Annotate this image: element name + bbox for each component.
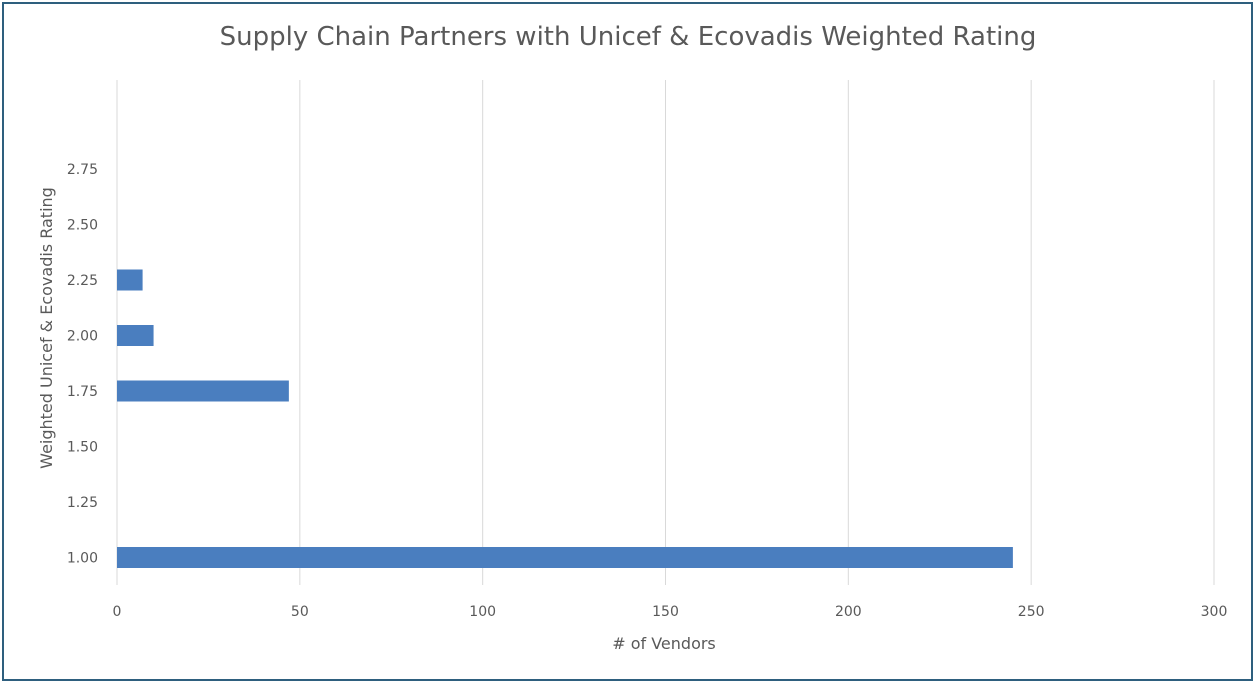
- bar: [117, 380, 289, 402]
- x-tick-label: 150: [652, 604, 679, 620]
- y-tick-label: 1.50: [67, 440, 98, 456]
- bar: [117, 325, 154, 346]
- x-tick-label: 250: [1018, 604, 1045, 620]
- bar: [117, 547, 1013, 568]
- chart-title: Supply Chain Partners with Unicef & Ecov…: [220, 22, 1037, 52]
- x-axis-ticks: 0 50 100 150 200 250 300: [113, 604, 1228, 620]
- y-tick-label: 1.75: [67, 384, 98, 400]
- y-tick-label: 2.75: [67, 162, 98, 178]
- x-axis-title: # of Vendors: [612, 634, 716, 653]
- gridlines: [116, 80, 1215, 585]
- x-tick-label: 100: [469, 604, 496, 620]
- x-tick-label: 50: [291, 604, 309, 620]
- y-tick-label: 1.00: [67, 551, 98, 567]
- x-tick-label: 300: [1201, 604, 1228, 620]
- y-tick-label: 2.25: [67, 273, 98, 289]
- y-axis-title: Weighted Unicef & Ecovadis Rating: [37, 187, 56, 469]
- bar: [117, 269, 143, 291]
- bars: [117, 269, 1013, 568]
- y-tick-label: 1.25: [67, 495, 98, 511]
- y-axis-ticks: 1.00 1.25 1.50 1.75 2.00 2.25 2.50 2.75: [67, 162, 98, 567]
- x-tick-label: 0: [113, 604, 122, 620]
- x-tick-label: 200: [835, 604, 862, 620]
- y-tick-label: 2.50: [67, 218, 98, 234]
- y-tick-label: 2.00: [67, 329, 98, 345]
